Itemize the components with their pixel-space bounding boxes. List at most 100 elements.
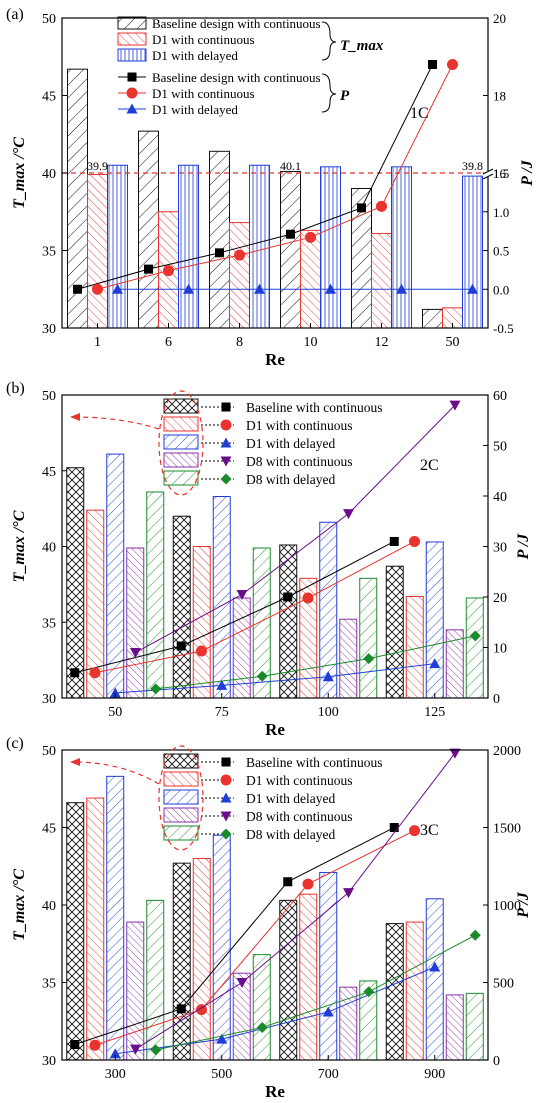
legend-brace-label: T_max bbox=[340, 38, 384, 54]
y-tick-label-right: 1.0 bbox=[493, 205, 509, 220]
x-tick-label: 75 bbox=[215, 705, 229, 720]
x-tick-label: 12 bbox=[375, 335, 389, 350]
data-point bbox=[109, 1048, 121, 1059]
data-point bbox=[389, 823, 399, 832]
bar bbox=[107, 164, 128, 329]
legend-marker bbox=[220, 828, 232, 840]
legend-swatch bbox=[163, 825, 199, 841]
legend-label: D1 with delayed bbox=[246, 791, 335, 806]
legend-swatch bbox=[163, 470, 199, 486]
line-series-2 bbox=[112, 283, 478, 294]
data-point bbox=[234, 249, 245, 261]
legend-swatch bbox=[163, 416, 199, 432]
annotation-text: 3C bbox=[420, 822, 439, 839]
data-point bbox=[286, 229, 295, 239]
data-point bbox=[429, 961, 441, 972]
data-point bbox=[144, 264, 153, 274]
y-tick-label-right: 2000 bbox=[493, 744, 521, 759]
bar bbox=[66, 467, 85, 699]
bar bbox=[445, 994, 464, 1061]
data-point bbox=[70, 668, 80, 678]
y-tick-label-left: 50 bbox=[42, 744, 56, 759]
data-point bbox=[176, 1004, 186, 1014]
legend-swatch bbox=[163, 434, 199, 450]
legend-label: D1 with continuous bbox=[152, 32, 255, 47]
x-tick-label: 100 bbox=[318, 705, 339, 720]
data-point bbox=[70, 1040, 80, 1049]
y-tick-label-left: 40 bbox=[42, 899, 56, 914]
annotation-text: 1C bbox=[410, 105, 429, 122]
data-point bbox=[363, 986, 375, 998]
y-tick-label-left: 40 bbox=[42, 541, 56, 556]
data-point bbox=[322, 671, 334, 682]
legend-marker bbox=[220, 473, 232, 485]
data-point bbox=[150, 1044, 162, 1056]
bar bbox=[391, 166, 412, 329]
line-series-4 bbox=[150, 630, 481, 695]
legend-label: D1 with delayed bbox=[246, 436, 335, 451]
panel-b: (b) 30 35 40 45 50 0 10 20 30 40 50 60 50 75 100 125 Re T_… bbox=[6, 380, 532, 739]
data-point bbox=[447, 59, 458, 70]
y-tick-label-left: 30 bbox=[42, 692, 56, 707]
legend-swatch bbox=[163, 398, 199, 414]
data-point bbox=[130, 1044, 141, 1055]
y-axis-title-right: P /J bbox=[519, 159, 536, 187]
data-point bbox=[376, 200, 387, 212]
panel-label: (c) bbox=[6, 735, 24, 752]
y-tick-label-left: 30 bbox=[42, 322, 56, 337]
series-line bbox=[77, 64, 433, 290]
bar bbox=[425, 898, 444, 1061]
x-tick-label: 8 bbox=[236, 335, 243, 350]
legend-marker bbox=[220, 792, 232, 803]
legend-label: Baseline design with continuous bbox=[152, 70, 321, 85]
y-tick-label-left: 50 bbox=[42, 12, 56, 27]
legend-swatch bbox=[117, 16, 147, 30]
legend: Baseline with continuous D1 with continuo… bbox=[70, 390, 382, 496]
line-series-1 bbox=[92, 59, 458, 295]
x-tick-label: 50 bbox=[108, 705, 122, 720]
legend-label: D8 with delayed bbox=[246, 827, 335, 842]
legend-label: Baseline with continuous bbox=[246, 755, 382, 770]
series-line bbox=[135, 752, 456, 1050]
bar bbox=[172, 515, 191, 699]
y-axis-title-left: T_max /°C bbox=[11, 869, 28, 941]
bar bbox=[319, 871, 338, 1061]
bar bbox=[249, 164, 270, 329]
data-point bbox=[150, 683, 162, 695]
bar bbox=[138, 130, 159, 329]
line-series-2 bbox=[109, 658, 441, 698]
bar bbox=[279, 899, 298, 1061]
data-point bbox=[429, 658, 441, 669]
legend-label: Baseline design with continuous bbox=[152, 16, 321, 31]
x-tick-label: 50 bbox=[446, 335, 460, 350]
bar bbox=[422, 308, 443, 329]
legend-label: Baseline with continuous bbox=[246, 400, 382, 415]
bar-series-4 bbox=[146, 491, 484, 699]
y-tick-label-left: 30 bbox=[42, 1054, 56, 1069]
data-point bbox=[215, 248, 224, 258]
data-point bbox=[130, 648, 141, 659]
bar bbox=[209, 150, 230, 329]
data-point bbox=[449, 400, 461, 411]
data-point bbox=[256, 1021, 268, 1033]
data-point bbox=[343, 509, 354, 520]
legend-swatch bbox=[163, 789, 199, 805]
y-tick-label-left: 45 bbox=[42, 465, 56, 480]
legend-label: D1 with continuous bbox=[246, 418, 353, 433]
legend-marker bbox=[126, 87, 138, 99]
y-tick-label-right: 500 bbox=[493, 977, 514, 992]
data-point bbox=[343, 888, 354, 899]
bar bbox=[212, 496, 231, 699]
bar bbox=[300, 229, 321, 329]
legend-swatch bbox=[163, 771, 199, 787]
bar bbox=[178, 164, 199, 329]
bar bbox=[371, 232, 392, 329]
legend-marker bbox=[220, 437, 232, 448]
data-point bbox=[256, 670, 268, 682]
legend-label: D1 with continuous bbox=[152, 86, 255, 101]
line-series-3 bbox=[130, 400, 461, 659]
line-series-0 bbox=[73, 60, 437, 294]
legend-marker bbox=[220, 811, 232, 822]
legend-swatch bbox=[117, 48, 147, 62]
